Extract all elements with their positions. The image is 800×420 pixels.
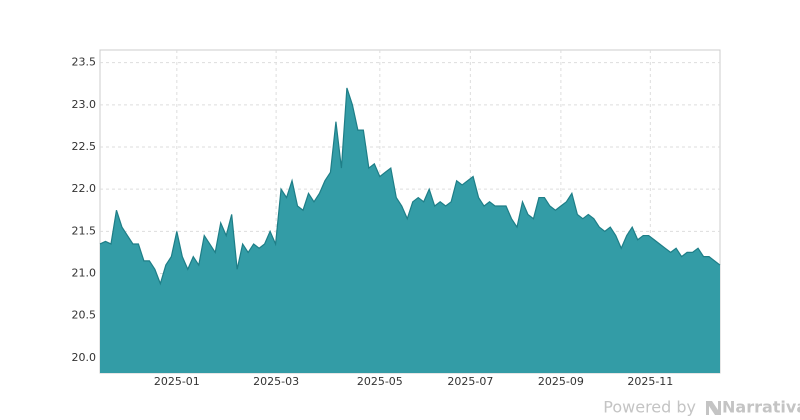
x-tick-label: 2025-11 [627, 375, 673, 388]
line [99, 87, 721, 286]
y-tick-label: 21.0 [72, 266, 97, 279]
y-tick-label: 20.5 [72, 309, 97, 322]
y-tick-label: 22.0 [72, 182, 97, 195]
x-tick-label: 2025-03 [253, 375, 299, 388]
area [100, 87, 720, 373]
area-layer [99, 87, 721, 373]
y-tick-label: 21.5 [72, 224, 97, 237]
x-tick-label: 2025-07 [447, 375, 493, 388]
footer-prefix: Powered by [603, 398, 696, 417]
footer-brand: Narrativa [722, 398, 800, 417]
y-tick-label: 20.0 [72, 351, 97, 364]
y-tick-label: 22.5 [72, 140, 97, 153]
y-tick-label: 23.0 [72, 98, 97, 111]
y-tick-label: 23.5 [72, 56, 97, 69]
x-tick-label: 2025-09 [538, 375, 584, 388]
x-tick-label: 2025-01 [154, 375, 200, 388]
axes: 20.0 20.5 21.0 21.5 22.0 22.5 23.0 23.5 2025-01 2… [72, 56, 674, 388]
brand-logo [706, 401, 721, 415]
x-tick-label: 2025-05 [357, 375, 403, 388]
